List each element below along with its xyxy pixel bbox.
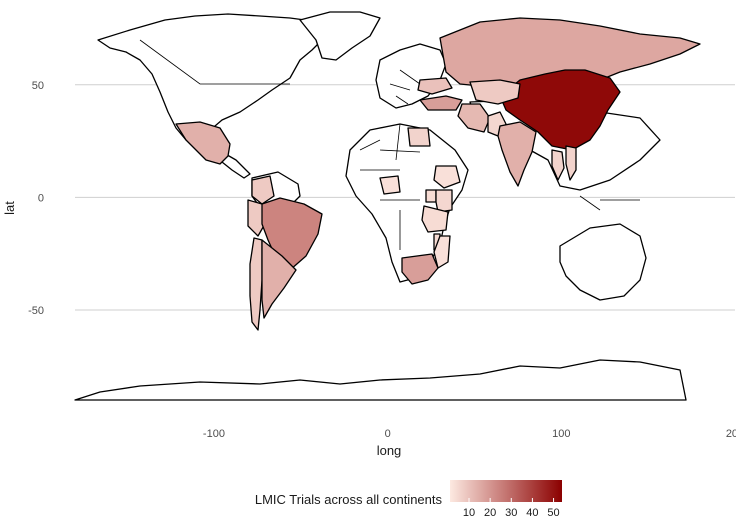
y-axis-title: lat — [2, 201, 17, 215]
x-tick-label: 200 — [726, 428, 736, 440]
region-argentina — [261, 239, 297, 319]
region-mozambique — [433, 235, 451, 269]
region-egypt — [407, 127, 431, 147]
region-mexico — [175, 121, 231, 165]
region-ukraine — [417, 77, 453, 95]
x-tick-label: 0 — [385, 428, 391, 440]
region-kazakhstan — [469, 79, 521, 105]
legend-ticks: 10 20 30 40 50 — [463, 498, 560, 519]
region-ethiopia — [433, 165, 461, 189]
x-tick-label: -100 — [203, 428, 225, 440]
legend-title: LMIC Trials across all continents — [255, 492, 443, 507]
x-axis-ticks: -100 0 100 200 — [203, 428, 736, 440]
y-axis-ticks: 50 0 -50 — [28, 80, 44, 317]
land-north-america — [97, 13, 331, 141]
x-tick-label: 100 — [552, 428, 570, 440]
region-china — [499, 69, 621, 151]
land-central-america — [221, 151, 251, 179]
y-tick-label: -50 — [28, 305, 44, 317]
region-thailand — [551, 149, 565, 181]
region-south-africa — [401, 253, 439, 285]
region-nigeria — [379, 175, 401, 195]
y-tick-label: 0 — [38, 192, 44, 204]
land-greenland — [299, 11, 381, 61]
legend-tick-label: 50 — [547, 507, 559, 519]
region-tanzania — [421, 205, 449, 233]
country-borders — [139, 39, 640, 250]
region-india — [497, 121, 537, 187]
legend-tick-label: 20 — [484, 507, 496, 519]
legend: LMIC Trials across all continents 10 20 30… — [255, 480, 562, 519]
region-iran — [457, 103, 491, 133]
region-colombia — [251, 175, 275, 205]
region-vietnam — [565, 145, 577, 181]
x-axis-title: long — [377, 443, 402, 458]
legend-tick-label: 40 — [526, 507, 538, 519]
land-antarctica — [74, 359, 687, 401]
legend-colorbar — [450, 480, 562, 502]
region-kenya — [435, 189, 453, 213]
y-tick-label: 50 — [32, 80, 44, 92]
region-uganda — [425, 189, 437, 203]
land-australia — [559, 223, 647, 301]
legend-tick-label: 30 — [505, 507, 517, 519]
legend-tick-label: 10 — [463, 507, 475, 519]
region-turkey — [419, 95, 463, 111]
region-chile — [249, 237, 263, 331]
country-fills — [175, 17, 701, 331]
